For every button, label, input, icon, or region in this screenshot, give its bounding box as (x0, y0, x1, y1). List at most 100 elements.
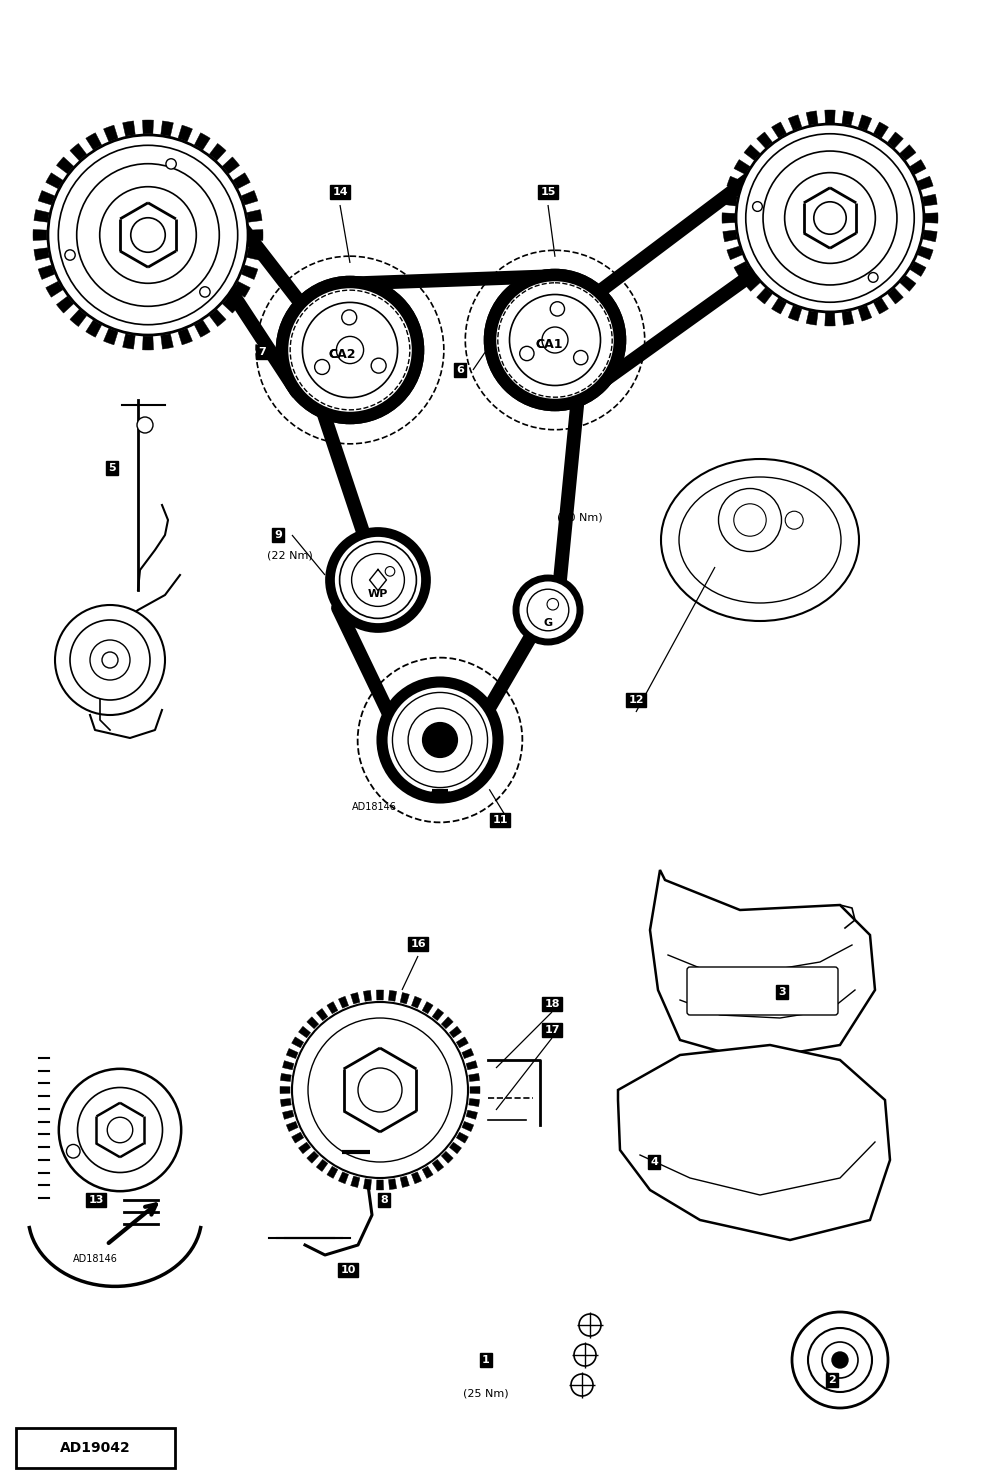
Text: 15: 15 (541, 187, 556, 196)
Wedge shape (194, 320, 210, 337)
Circle shape (527, 589, 568, 630)
Wedge shape (103, 328, 118, 345)
Wedge shape (143, 337, 154, 350)
Wedge shape (789, 115, 802, 130)
Text: 2: 2 (828, 1376, 836, 1384)
Wedge shape (316, 1008, 327, 1020)
Circle shape (48, 134, 248, 335)
Wedge shape (433, 1159, 443, 1172)
Wedge shape (727, 176, 742, 190)
Text: CS: CS (431, 732, 449, 744)
Wedge shape (123, 121, 135, 136)
Wedge shape (241, 266, 258, 279)
Text: 9: 9 (274, 530, 282, 540)
Wedge shape (923, 230, 937, 242)
Circle shape (510, 295, 600, 385)
Circle shape (371, 359, 386, 373)
Wedge shape (161, 334, 174, 350)
Wedge shape (287, 1048, 299, 1058)
Circle shape (66, 1144, 80, 1159)
Wedge shape (772, 123, 787, 139)
Wedge shape (888, 288, 904, 304)
Wedge shape (918, 246, 933, 260)
Circle shape (808, 1328, 872, 1392)
Wedge shape (824, 313, 835, 326)
Wedge shape (389, 990, 397, 1001)
Wedge shape (307, 1151, 318, 1163)
Circle shape (393, 692, 487, 788)
Circle shape (282, 282, 418, 418)
Circle shape (734, 503, 766, 536)
Wedge shape (858, 115, 872, 130)
Circle shape (107, 1117, 133, 1142)
Circle shape (77, 1088, 163, 1172)
Wedge shape (723, 195, 737, 207)
Wedge shape (433, 1008, 443, 1020)
Wedge shape (33, 229, 47, 241)
Circle shape (551, 301, 564, 316)
Wedge shape (178, 125, 192, 142)
Circle shape (822, 1342, 858, 1379)
Wedge shape (363, 990, 371, 1001)
Text: WP: WP (368, 589, 388, 599)
Circle shape (70, 620, 150, 700)
Wedge shape (423, 1002, 434, 1014)
Text: (20 Nm): (20 Nm) (558, 514, 603, 523)
Circle shape (868, 273, 878, 282)
Wedge shape (900, 145, 916, 161)
Wedge shape (441, 1151, 453, 1163)
Wedge shape (441, 1017, 453, 1029)
Wedge shape (38, 190, 55, 205)
Wedge shape (38, 266, 55, 279)
Circle shape (547, 598, 558, 610)
Circle shape (336, 337, 364, 363)
Wedge shape (281, 1098, 292, 1107)
Wedge shape (456, 1038, 468, 1048)
Circle shape (100, 186, 196, 283)
Wedge shape (161, 121, 174, 136)
Circle shape (199, 286, 210, 297)
Circle shape (90, 641, 130, 680)
Wedge shape (350, 1176, 360, 1188)
Wedge shape (292, 1132, 304, 1142)
Circle shape (358, 1069, 402, 1111)
Circle shape (385, 567, 395, 576)
Wedge shape (456, 1132, 468, 1142)
Wedge shape (222, 156, 239, 174)
Circle shape (746, 134, 915, 303)
Wedge shape (292, 1038, 304, 1048)
Circle shape (290, 291, 410, 410)
Circle shape (290, 291, 410, 410)
Wedge shape (462, 1048, 474, 1058)
Wedge shape (283, 1110, 294, 1119)
Circle shape (102, 652, 118, 669)
Wedge shape (466, 1061, 477, 1070)
Wedge shape (233, 282, 250, 297)
Text: 16: 16 (410, 939, 426, 949)
Wedge shape (307, 1017, 318, 1029)
Wedge shape (123, 334, 135, 350)
Circle shape (336, 337, 364, 363)
Circle shape (490, 275, 620, 404)
Text: 12: 12 (628, 695, 644, 706)
Wedge shape (925, 213, 938, 223)
Wedge shape (757, 288, 773, 304)
Wedge shape (46, 282, 62, 297)
Circle shape (498, 283, 612, 397)
Text: (25 Nm): (25 Nm) (463, 1389, 509, 1399)
Wedge shape (918, 176, 933, 190)
Wedge shape (376, 1179, 384, 1190)
Wedge shape (327, 1166, 338, 1178)
Text: CA1: CA1 (536, 338, 562, 350)
Circle shape (330, 531, 426, 627)
Wedge shape (57, 156, 73, 174)
Circle shape (573, 350, 588, 365)
Circle shape (813, 202, 846, 235)
Wedge shape (143, 120, 154, 134)
Wedge shape (280, 1086, 290, 1094)
Text: (22 Nm): (22 Nm) (267, 551, 312, 559)
Circle shape (510, 295, 600, 385)
Text: 10: 10 (340, 1265, 356, 1275)
Circle shape (59, 1069, 182, 1191)
Wedge shape (57, 297, 73, 313)
